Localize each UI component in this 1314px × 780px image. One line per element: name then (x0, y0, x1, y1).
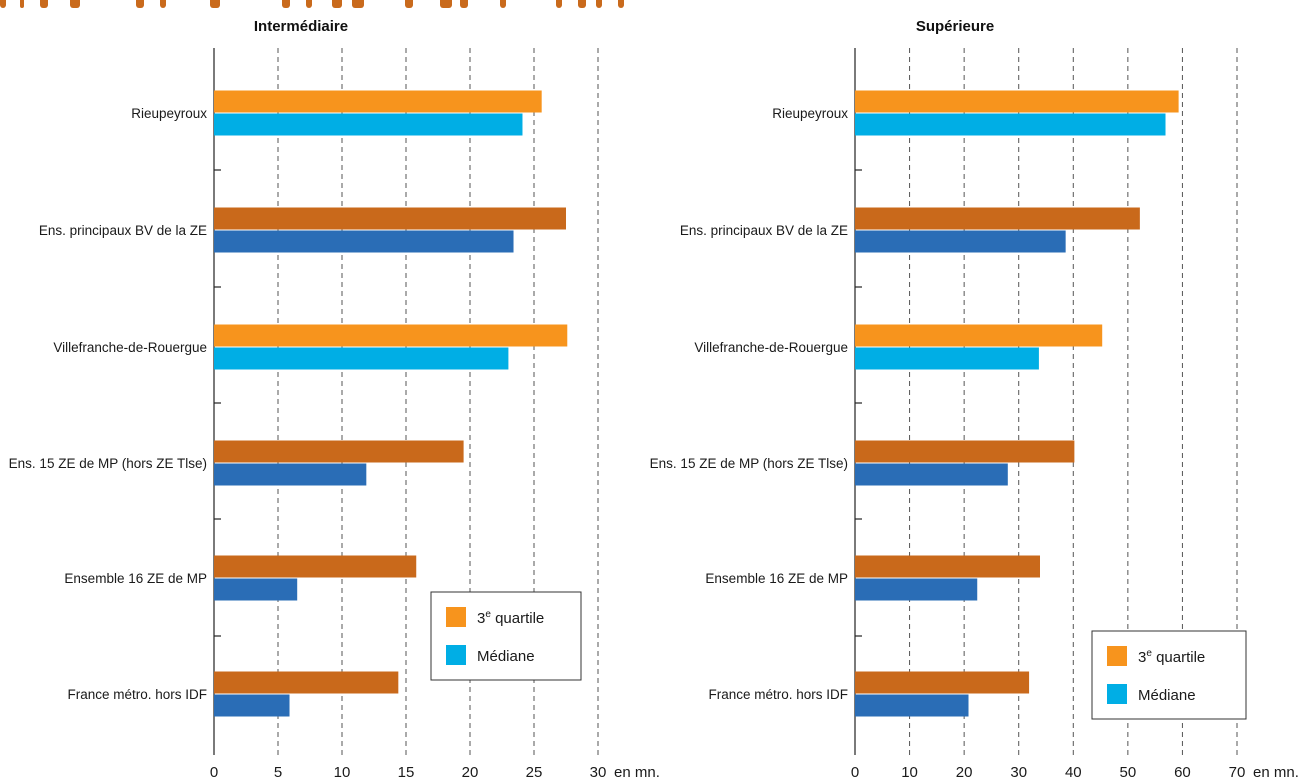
chart-title: Supérieure (916, 18, 994, 35)
bar-median-1 (214, 113, 523, 136)
legend-box (1091, 630, 1247, 720)
bar-q3-4 (855, 440, 1075, 463)
x-unit-label: en mn. (1253, 764, 1299, 780)
x-tick-label: 15 (398, 764, 415, 780)
bar-median-4 (214, 463, 367, 486)
x-tick-label: 40 (1065, 764, 1082, 780)
bar-median-6 (214, 694, 290, 717)
bar-q3-3 (855, 324, 1103, 347)
x-tick-label: 20 (956, 764, 973, 780)
header-strip-cropped (0, 0, 1314, 8)
category-label: Villefranche-de-Rouergue (694, 340, 848, 355)
bar-q3-5 (855, 555, 1040, 578)
x-tick-label: 50 (1120, 764, 1137, 780)
bar-q3-6 (855, 671, 1030, 694)
category-label: Ensemble 16 ZE de MP (64, 571, 207, 586)
bar-q3-5 (214, 555, 417, 578)
legend-swatch-median (446, 645, 466, 665)
category-label: France métro. hors IDF (67, 687, 207, 702)
legend-swatch-median (1107, 684, 1127, 704)
bar-median-2 (214, 230, 514, 253)
legend-swatch-q3 (1107, 646, 1127, 666)
x-tick-label: 60 (1174, 764, 1191, 780)
x-tick-label: 5 (274, 764, 282, 780)
bar-median-3 (214, 347, 509, 370)
bar-q3-2 (214, 207, 566, 230)
x-tick-label: 25 (526, 764, 543, 780)
x-tick-label: 30 (1010, 764, 1027, 780)
bar-median-5 (855, 578, 978, 601)
bar-median-3 (855, 347, 1039, 370)
bar-median-2 (855, 230, 1066, 253)
x-tick-label: 0 (210, 764, 218, 780)
x-tick-label: 10 (901, 764, 918, 780)
x-tick-label: 0 (851, 764, 859, 780)
chart-panel-1: Intermédiaire 0 5 10 15 20 25 30 en mn. Rieupeyro… (9, 18, 660, 780)
bar-median-1 (855, 113, 1166, 136)
legend: 3e quartile Médiane (430, 591, 582, 681)
category-label: Rieupeyroux (772, 106, 848, 121)
x-tick-label: 30 (590, 764, 607, 780)
x-unit-label: en mn. (614, 764, 660, 780)
bar-q3-4 (214, 440, 464, 463)
category-label: Villefranche-de-Rouergue (53, 340, 207, 355)
category-label: Rieupeyroux (131, 106, 207, 121)
chart-panel-2: Supérieure 0 10 20 30 40 50 60 70 en mn. Rieupeyro… (650, 18, 1299, 780)
chart-title: Intermédiaire (254, 18, 348, 35)
x-tick-label: 20 (462, 764, 479, 780)
legend-box (430, 591, 582, 681)
legend-label-median: Médiane (1138, 687, 1196, 704)
x-tick-label: 70 (1229, 764, 1246, 780)
legend: 3e quartile Médiane (1091, 630, 1247, 720)
category-label: Ens. principaux BV de la ZE (39, 223, 207, 238)
category-label: Ensemble 16 ZE de MP (705, 571, 848, 586)
legend-swatch-q3 (446, 607, 466, 627)
bar-q3-6 (214, 671, 399, 694)
legend-label-q3: 3e quartile (1138, 648, 1205, 666)
bar-q3-2 (855, 207, 1140, 230)
bar-q3-3 (214, 324, 568, 347)
bar-median-6 (855, 694, 969, 717)
bar-median-4 (855, 463, 1008, 486)
category-label: France métro. hors IDF (708, 687, 848, 702)
x-tick-label: 10 (334, 764, 351, 780)
legend-label-median: Médiane (477, 648, 535, 665)
category-label: Ens. principaux BV de la ZE (680, 223, 848, 238)
bar-median-5 (214, 578, 298, 601)
bar-q3-1 (214, 90, 542, 113)
category-label: Ens. 15 ZE de MP (hors ZE Tlse) (9, 456, 207, 471)
legend-label-q3: 3e quartile (477, 609, 544, 627)
bar-q3-1 (855, 90, 1179, 113)
category-label: Ens. 15 ZE de MP (hors ZE Tlse) (650, 456, 848, 471)
